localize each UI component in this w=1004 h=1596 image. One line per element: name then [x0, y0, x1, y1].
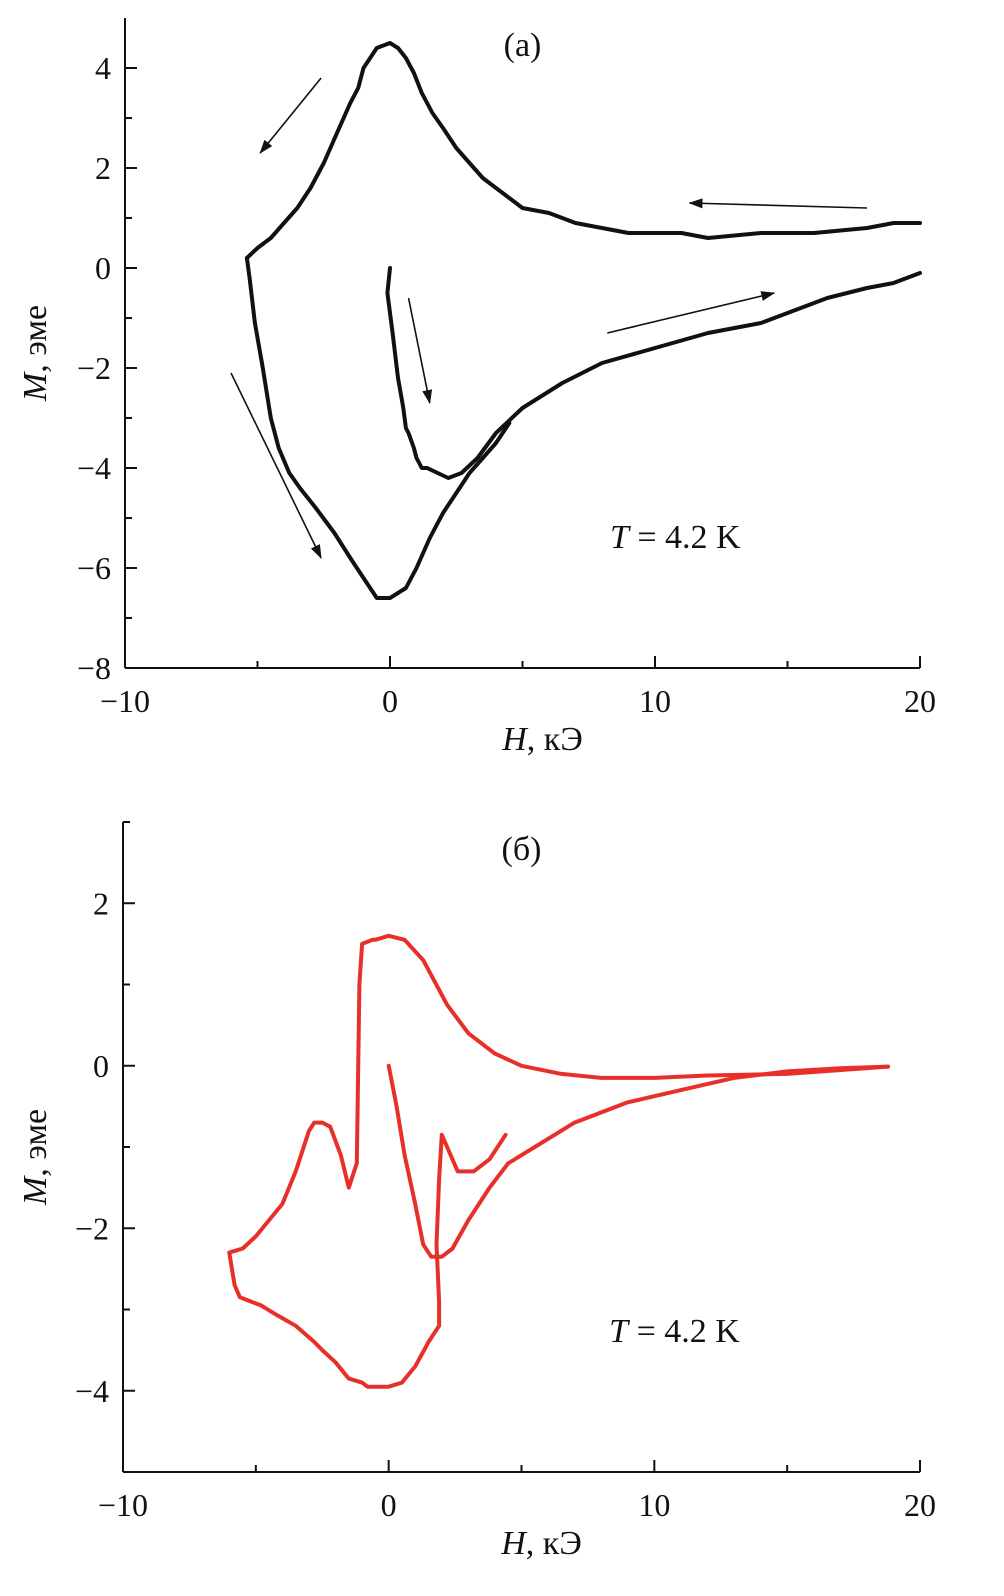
y-axis-label: M, эме: [17, 1109, 54, 1206]
temperature-annotation: T = 4.2 K: [610, 519, 741, 556]
x-tick-label: −10: [100, 683, 150, 719]
direction-arrow-1: [259, 77, 322, 154]
y-tick-label: 2: [95, 150, 111, 186]
panel-title: (а): [504, 27, 542, 64]
y-tick-label: 0: [95, 250, 111, 286]
series-line-1: [386, 1063, 891, 1259]
x-tick-label: 20: [904, 1487, 936, 1523]
y-tick-label: −4: [75, 1373, 109, 1409]
direction-arrow-4: [607, 291, 776, 334]
x-tick-label: 0: [382, 683, 398, 719]
x-tick-label: 10: [638, 1487, 670, 1523]
y-tick-label: −2: [77, 350, 111, 386]
series-line-3: [244, 256, 512, 600]
x-tick-label: 0: [381, 1487, 397, 1523]
direction-arrow-5: [230, 372, 322, 559]
y-tick-label: −8: [77, 650, 111, 686]
y-tick-label: −2: [75, 1210, 109, 1246]
y-tick-label: 2: [93, 885, 109, 921]
x-axis-label: H, кЭ: [501, 721, 583, 758]
x-tick-label: 20: [904, 683, 936, 719]
panel-a: −10 0 10 20 −8 −6 −4 −2 0 2 4 H, кЭ M, эме (а) T = 4.2…: [17, 18, 936, 758]
panel-title: (б): [502, 831, 542, 868]
y-tick-label: −4: [77, 450, 111, 486]
panel-b: −10 0 10 20 −4 −2 0 2 H, кЭ M, эме (б) T = 4.2 K: [17, 821, 936, 1562]
y-tick-label: −6: [77, 550, 111, 586]
x-axis-label: H, кЭ: [500, 1525, 582, 1562]
direction-arrow-3: [407, 297, 433, 404]
series-line-1: [385, 266, 922, 480]
y-tick-label: 0: [93, 1048, 109, 1084]
series-line-2: [227, 933, 891, 1389]
temperature-annotation: T = 4.2 K: [609, 1313, 740, 1350]
y-axis-label: M, эме: [17, 305, 54, 402]
y-tick-label: 4: [95, 50, 111, 86]
x-tick-label: 10: [639, 683, 671, 719]
direction-arrow-2: [688, 198, 868, 209]
x-tick-label: −10: [98, 1487, 148, 1523]
series-line-2: [244, 41, 922, 260]
